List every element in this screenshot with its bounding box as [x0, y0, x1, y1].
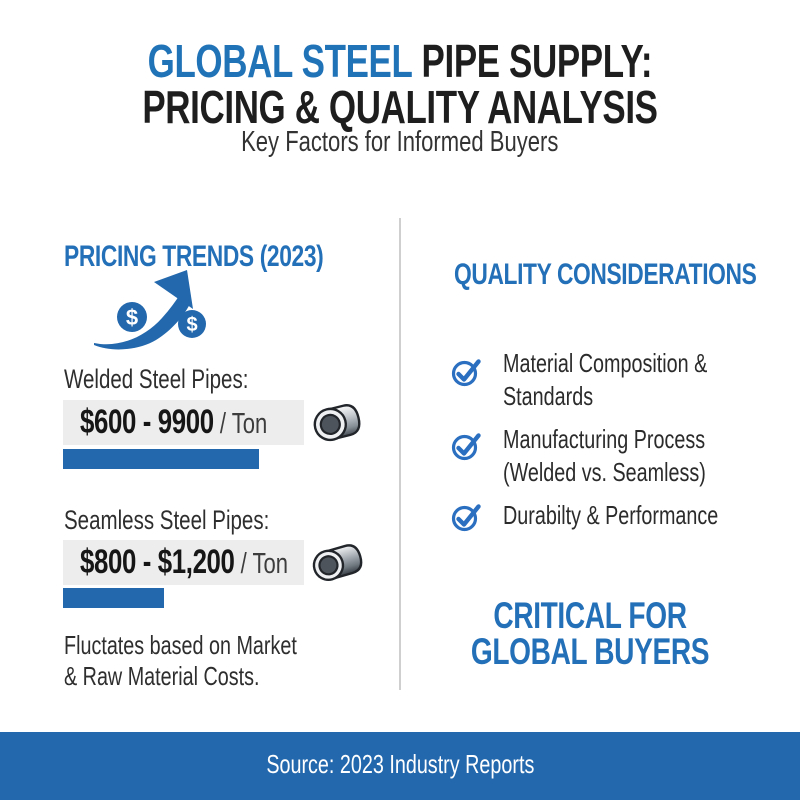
page-subtitle: Key Factors for Informed Buyers — [241, 126, 559, 158]
welded-price-bar — [63, 449, 259, 469]
quality-item-2: Manufacturing Process (Welded vs. Seamle… — [503, 424, 706, 487]
page-title-line2: PRICING & QUALITY ANALYSIS — [142, 81, 658, 133]
seamless-pipes-label: Seamless Steel Pipes: — [64, 505, 270, 535]
check-circle-icon — [451, 430, 483, 462]
welded-price-range: $600 - 9900 — [80, 403, 214, 441]
check-circle-icon — [451, 356, 483, 388]
seamless-pipe-icon — [311, 536, 369, 588]
seamless-price-range: $800 - $1,200 — [80, 543, 235, 581]
dollar-coin-left: $ — [117, 302, 147, 332]
seamless-price-bar — [63, 588, 164, 608]
welded-pipe-icon — [311, 396, 369, 448]
quality-item-3: Durabilty & Performance — [503, 500, 719, 530]
welded-price-box: $600 - 9900/ Ton — [63, 400, 304, 445]
quality-section-heading: QUALITY CONSIDERATIONS — [454, 258, 757, 291]
source-text: Source: 2023 Industry Reports — [265, 749, 534, 779]
welded-pipes-label: Welded Steel Pipes: — [64, 364, 249, 394]
footer-bar: Source: 2023 Industry Reports — [0, 732, 800, 800]
seamless-price-unit: / Ton — [240, 548, 289, 580]
dollar-coin-right: $ — [178, 310, 206, 338]
welded-price-unit: / Ton — [219, 408, 268, 440]
page-title-line1: GLOBAL STEEL PIPE SUPPLY: — [0, 34, 800, 88]
quality-item-1: Material Composition & Standards — [503, 348, 708, 411]
title-rest-text: PIPE SUPPLY: — [421, 35, 653, 87]
svg-text:$: $ — [126, 305, 138, 330]
pricing-section-heading: PRICING TRENDS (2023) — [64, 240, 324, 273]
svg-text:$: $ — [186, 314, 197, 336]
seamless-price-box: $800 - $1,200/ Ton — [63, 540, 304, 585]
price-trend-arrow-icon: $ $ — [92, 268, 224, 360]
check-circle-icon — [451, 501, 483, 533]
column-divider — [399, 218, 401, 690]
pricing-note: Fluctates based on Market & Raw Material… — [64, 630, 297, 691]
title-accent-text: GLOBAL STEEL — [147, 35, 413, 87]
critical-for-global-buyers-callout: CRITICAL FOR GLOBAL BUYERS — [470, 595, 710, 672]
